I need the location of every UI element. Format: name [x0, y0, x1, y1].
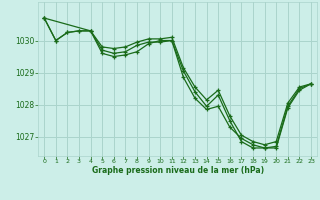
X-axis label: Graphe pression niveau de la mer (hPa): Graphe pression niveau de la mer (hPa) — [92, 166, 264, 175]
